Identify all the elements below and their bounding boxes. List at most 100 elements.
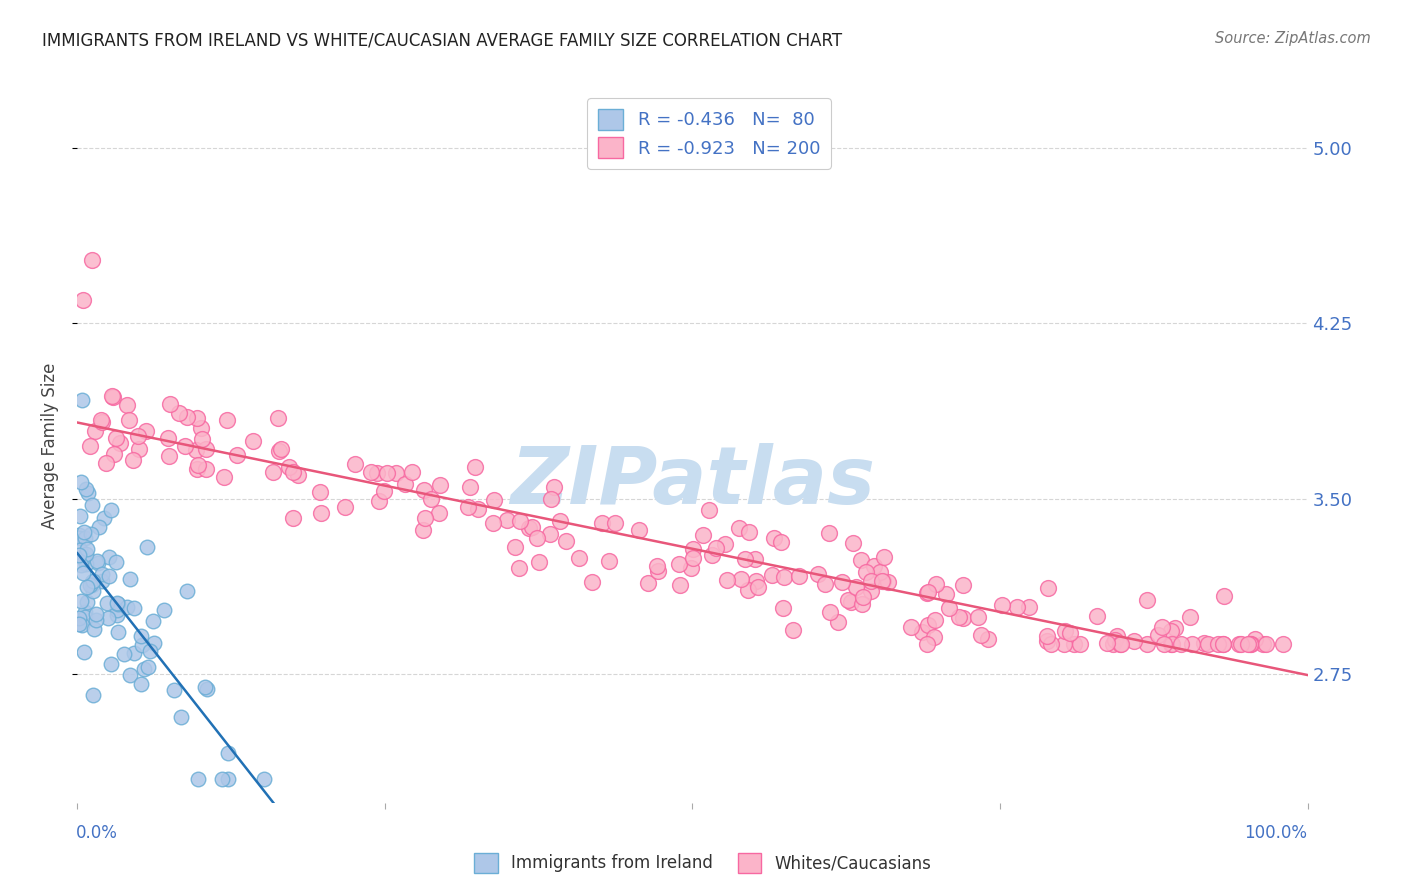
Point xyxy=(598,554,620,568)
Point xyxy=(527,555,550,569)
Point xyxy=(135,424,157,438)
Point xyxy=(87,520,110,534)
Point xyxy=(212,470,235,484)
Point xyxy=(82,574,104,589)
Point xyxy=(543,480,565,494)
Point xyxy=(1101,637,1123,651)
Point xyxy=(69,542,91,557)
Point xyxy=(242,434,264,448)
Point xyxy=(83,622,105,636)
Point xyxy=(668,558,690,572)
Point xyxy=(267,410,290,425)
Point xyxy=(645,558,668,573)
Point xyxy=(970,628,993,642)
Point xyxy=(837,592,859,607)
Point xyxy=(1039,637,1062,651)
Point xyxy=(79,438,101,452)
Point xyxy=(761,568,783,582)
Point xyxy=(122,601,145,615)
Point xyxy=(176,410,198,425)
Point xyxy=(747,580,769,594)
Point xyxy=(900,620,922,634)
Point xyxy=(97,611,120,625)
Point xyxy=(1036,581,1059,595)
Point xyxy=(107,597,129,611)
Point xyxy=(938,600,960,615)
Point xyxy=(851,553,873,567)
Point xyxy=(97,569,120,583)
Point xyxy=(917,617,939,632)
Point xyxy=(120,668,142,682)
Point xyxy=(105,596,128,610)
Point xyxy=(842,536,865,550)
Point xyxy=(627,523,650,537)
Point xyxy=(1170,637,1192,651)
Point xyxy=(457,500,479,514)
Point xyxy=(110,436,132,450)
Point xyxy=(86,554,108,568)
Point xyxy=(1104,632,1126,647)
Point xyxy=(217,772,239,787)
Point xyxy=(1239,637,1261,651)
Point xyxy=(91,415,114,429)
Point xyxy=(122,647,145,661)
Point xyxy=(789,569,811,583)
Point xyxy=(385,466,408,480)
Point xyxy=(167,406,190,420)
Point xyxy=(1153,637,1175,651)
Point xyxy=(190,421,212,435)
Point xyxy=(1213,589,1236,603)
Point xyxy=(1272,637,1295,651)
Point xyxy=(1059,626,1081,640)
Point xyxy=(368,494,391,508)
Point xyxy=(100,503,122,517)
Point xyxy=(831,574,853,589)
Point xyxy=(187,772,209,787)
Point xyxy=(1251,637,1274,651)
Text: 100.0%: 100.0% xyxy=(1244,824,1308,842)
Point xyxy=(309,506,332,520)
Point xyxy=(1107,629,1129,643)
Point xyxy=(69,508,91,523)
Point xyxy=(1229,637,1251,651)
Point xyxy=(73,645,96,659)
Point xyxy=(98,550,121,565)
Point xyxy=(845,580,868,594)
Point xyxy=(915,637,938,651)
Legend: Immigrants from Ireland, Whites/Caucasians: Immigrants from Ireland, Whites/Caucasia… xyxy=(468,847,938,880)
Point xyxy=(136,540,159,554)
Point xyxy=(73,609,96,624)
Point xyxy=(859,584,882,599)
Point xyxy=(115,398,138,412)
Point xyxy=(73,605,96,619)
Point xyxy=(1197,637,1219,651)
Point xyxy=(360,465,382,479)
Point xyxy=(1192,636,1215,650)
Point xyxy=(952,578,974,592)
Point xyxy=(75,557,97,571)
Point xyxy=(869,565,891,579)
Point xyxy=(508,560,530,574)
Point xyxy=(176,584,198,599)
Point xyxy=(605,516,627,531)
Point xyxy=(90,574,112,588)
Point xyxy=(76,542,98,557)
Point xyxy=(1212,637,1234,651)
Point xyxy=(93,511,115,525)
Point xyxy=(412,523,434,537)
Point xyxy=(75,531,97,545)
Point xyxy=(112,648,135,662)
Point xyxy=(1160,637,1182,651)
Point xyxy=(429,478,451,492)
Point xyxy=(287,467,309,482)
Point xyxy=(373,484,395,499)
Point xyxy=(72,293,94,307)
Point xyxy=(917,585,939,599)
Point xyxy=(716,573,738,587)
Point xyxy=(730,572,752,586)
Point xyxy=(827,615,849,629)
Point xyxy=(966,610,988,624)
Point xyxy=(669,578,692,592)
Point xyxy=(73,524,96,539)
Point xyxy=(744,552,766,566)
